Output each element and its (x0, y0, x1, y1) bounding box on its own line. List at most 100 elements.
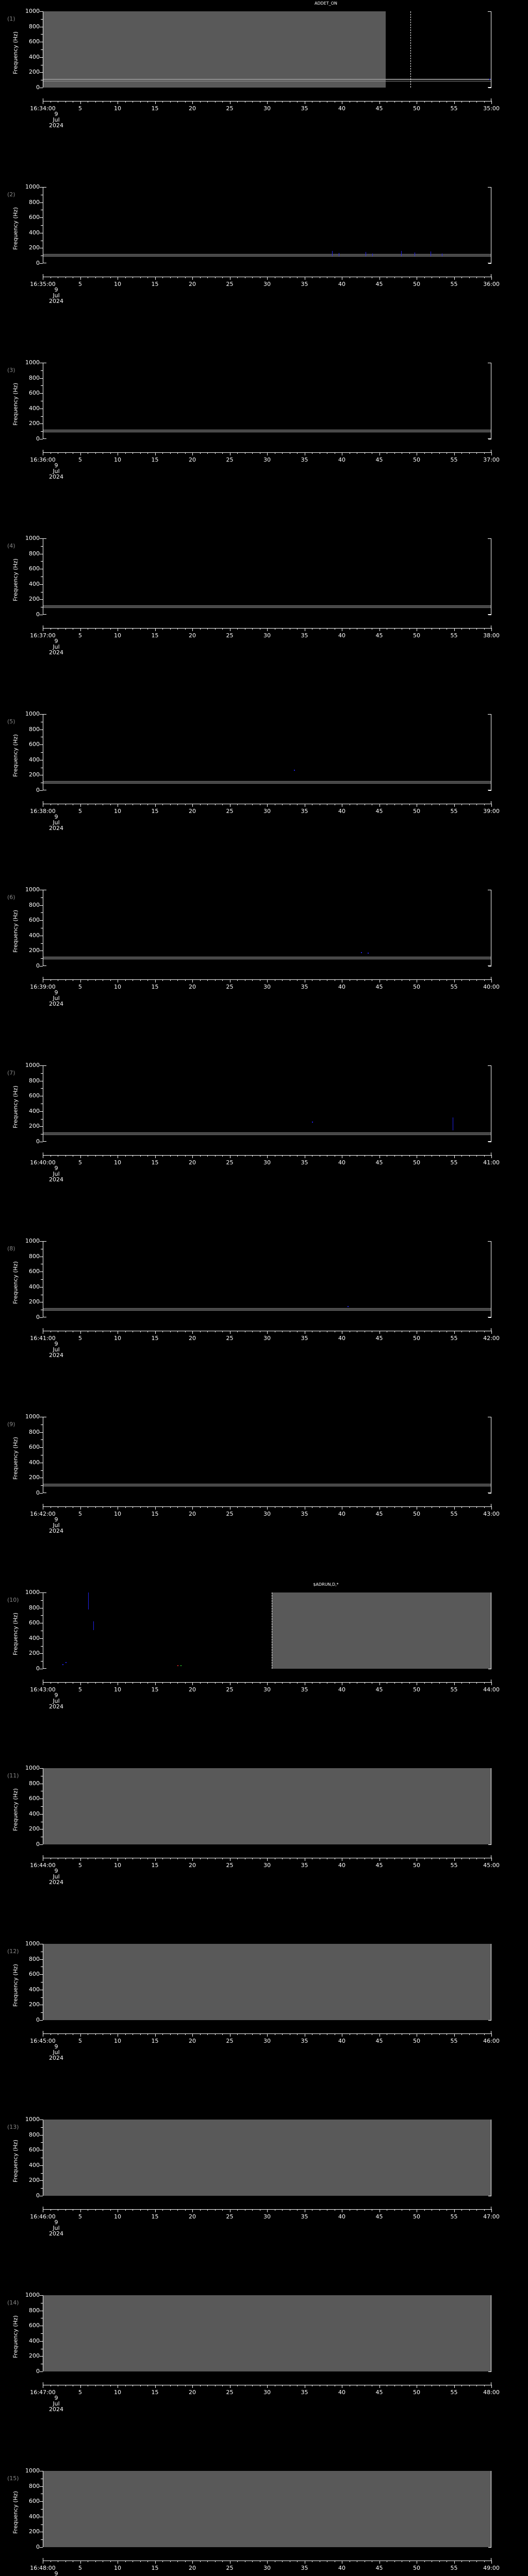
x-axis-minor-tick (424, 277, 425, 278)
x-axis-tick (267, 277, 268, 280)
x-axis-tick-label: 50 (413, 1159, 420, 1166)
x-axis-minor-tick (65, 2561, 66, 2562)
x-axis-tick-label: 20 (189, 984, 196, 990)
x-axis-tick-label: 25 (226, 2038, 234, 2044)
x-axis-tick-label: 25 (226, 105, 234, 112)
x-axis-minor-tick (207, 2561, 208, 2562)
y-axis-tick (40, 538, 43, 539)
y-axis-tick (40, 744, 43, 745)
x-axis-minor-tick (214, 452, 216, 454)
x-axis-tick (454, 101, 455, 104)
x-axis-minor-tick (95, 2209, 96, 2211)
x-axis-tick-label: 25 (226, 1511, 234, 1517)
x-axis-minor-tick (207, 1858, 208, 1859)
x-axis-minor-tick (214, 2385, 216, 2386)
x-axis-minor-tick (207, 628, 208, 630)
x-axis-minor-tick (177, 2209, 178, 2211)
plot-panel: (9) Frequency (Hz) 0 200 400 600 800 1000 16:42:… (0, 1405, 528, 1581)
x-axis-minor-tick (177, 1506, 178, 1508)
x-axis-date-label: 9 Jul 2024 (49, 462, 63, 480)
y-axis-minor-tick (41, 546, 43, 547)
x-axis-tick-label: 40 (338, 281, 345, 287)
x-axis-tick-label: 5 (78, 984, 82, 990)
detection-point (177, 1665, 179, 1667)
x-axis-minor-tick (140, 804, 141, 805)
x-axis-minor-tick (125, 1506, 126, 1508)
x-axis-minor-tick (95, 1506, 96, 1508)
x-axis-tick-label: 55 (450, 2389, 458, 2396)
x-axis-tick-label: 15 (151, 1335, 159, 1342)
x-axis-minor-tick (147, 1155, 148, 1157)
x-axis-tick (267, 1155, 268, 1158)
x-axis-minor-tick (125, 101, 126, 103)
x-axis-tick-label: 50 (413, 456, 420, 463)
y-axis-tick-label: 400 (29, 1634, 40, 1641)
x-axis-minor-tick (147, 277, 148, 278)
x-axis-spine (43, 450, 492, 455)
x-axis-tick-label: 20 (189, 632, 196, 639)
x-axis-tick (192, 628, 193, 631)
y-axis-tick-label: 1000 (25, 1413, 40, 1420)
x-axis-start-label: 16:40:00 (30, 1159, 56, 1166)
plot-panel: (4) Frequency (Hz) 0 200 400 600 800 1000 16:37:… (0, 527, 528, 703)
x-axis-tick (267, 1331, 268, 1334)
detection-spike (332, 251, 333, 256)
y-axis-minor-tick (41, 943, 43, 944)
x-axis-minor-tick (484, 1155, 485, 1157)
x-axis-start-label: 16:42:00 (30, 1511, 56, 1517)
x-axis-tick-label: 35 (301, 984, 308, 990)
x-axis-minor-tick (424, 1331, 425, 1332)
x-axis-minor-tick (252, 2209, 253, 2211)
x-axis-minor-tick (200, 1682, 201, 1684)
x-axis-tick (267, 804, 268, 807)
frame-corner-cap (43, 187, 46, 188)
x-axis-minor-tick (214, 277, 216, 278)
x-axis-minor-tick (110, 277, 111, 278)
y-axis-tick-label: 800 (29, 1428, 40, 1435)
y-axis-tick (40, 2180, 43, 2181)
x-axis-minor-tick (207, 2033, 208, 2035)
detection-spike (88, 1592, 89, 1609)
horizontal-trace-line (43, 782, 491, 783)
x-axis-minor-tick (409, 1331, 410, 1332)
x-axis-tick-label: 45 (375, 456, 383, 463)
x-axis-tick (192, 101, 193, 104)
x-axis-tick-label: 55 (450, 2213, 458, 2220)
x-axis-minor-tick (222, 2561, 223, 2562)
panel-index-label: (1) (7, 15, 15, 22)
x-axis-minor-tick (214, 2561, 216, 2562)
x-axis-tick-label: 10 (114, 2565, 121, 2571)
x-axis-tick-label: 55 (450, 2038, 458, 2044)
x-axis-minor-tick (409, 2561, 410, 2562)
x-axis-minor-tick (222, 2209, 223, 2211)
x-axis-minor-tick (147, 1331, 148, 1332)
y-axis-tick (40, 378, 43, 379)
x-axis-tick-label: 35 (301, 632, 308, 639)
y-axis-tick-label: 600 (29, 1971, 40, 1978)
panel-title: ADDET_ON (314, 1, 337, 6)
x-axis-minor-tick (125, 2561, 126, 2562)
x-axis-minor-tick (439, 1506, 440, 1508)
x-axis-tick-label: 5 (78, 105, 82, 112)
x-axis-tick-label: 25 (226, 1686, 234, 1693)
y-axis-tick (40, 2295, 43, 2296)
x-axis-minor-tick (252, 979, 253, 981)
x-axis-minor-tick (476, 628, 477, 630)
x-axis-minor-tick (439, 277, 440, 278)
x-axis-tick-label: 40 (338, 2038, 345, 2044)
x-axis-minor-tick (282, 1858, 283, 1859)
x-axis-minor-tick (476, 979, 477, 981)
x-axis-end-label: 39:00 (483, 808, 500, 815)
y-axis-tick (40, 1959, 43, 1960)
x-axis-minor-tick (185, 101, 186, 103)
y-axis-tick-label: 600 (29, 2146, 40, 2154)
plot-area (43, 11, 491, 88)
x-axis-tick (155, 1155, 156, 1158)
x-axis-minor-tick (65, 452, 66, 454)
x-axis-minor-tick (214, 628, 216, 630)
x-axis-minor-tick (469, 1331, 470, 1332)
x-axis-tick-label: 45 (375, 1862, 383, 1869)
x-axis-minor-tick (282, 101, 283, 103)
x-axis-minor-tick (409, 628, 410, 630)
x-axis-minor-tick (185, 628, 186, 630)
